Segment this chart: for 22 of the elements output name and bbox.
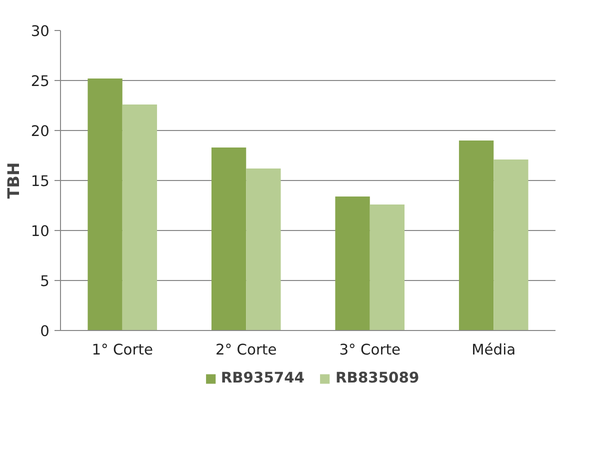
y-tick-label: 30: [30, 23, 50, 40]
y-tick-label: 0: [40, 323, 50, 340]
y-axis-title: TBH: [4, 162, 23, 199]
x-tick-label: 2° Corte: [215, 342, 277, 358]
y-tick-label: 25: [30, 73, 50, 90]
legend-label: RB935744: [220, 370, 304, 386]
y-tick-label: 10: [30, 223, 50, 240]
bar: [122, 104, 158, 330]
y-tick-label: 5: [40, 273, 50, 290]
y-tick-label: 15: [30, 173, 50, 190]
x-tick-label: 1° Corte: [92, 342, 154, 358]
bar: [370, 204, 405, 330]
bar: [458, 140, 494, 330]
x-tick-label: 3° Corte: [339, 342, 401, 358]
legend-label: RB835089: [336, 370, 420, 386]
bar: [494, 160, 528, 330]
bar: [335, 196, 370, 330]
bar: [246, 168, 281, 330]
bar: [211, 148, 246, 330]
y-tick-label: 20: [30, 123, 50, 140]
bar: [88, 78, 122, 330]
x-tick-label: Média: [472, 342, 516, 358]
